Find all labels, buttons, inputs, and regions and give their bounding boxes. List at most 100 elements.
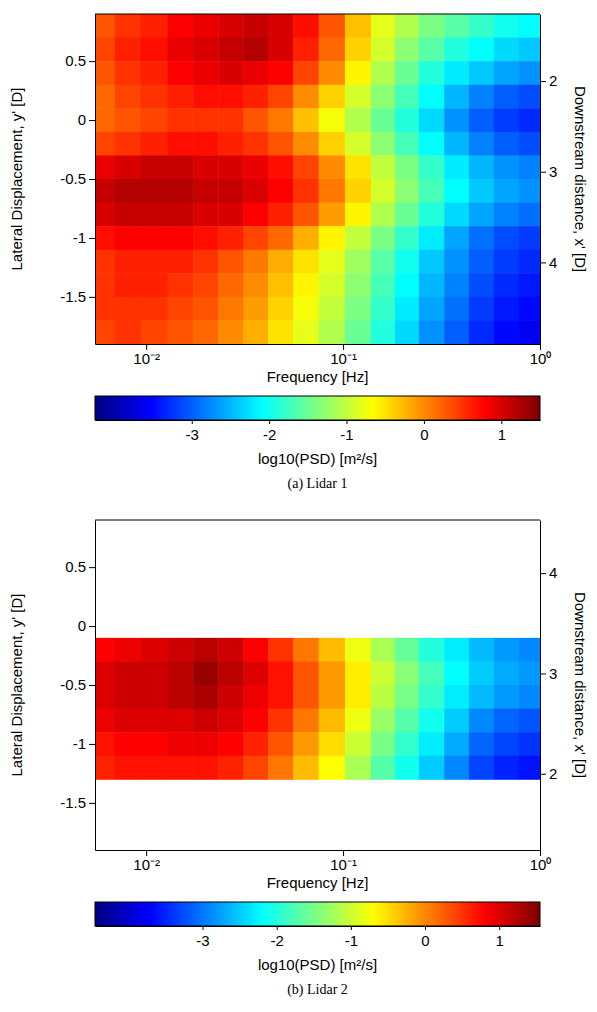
- x-axis-line: [96, 344, 541, 345]
- heatmap-cell: [293, 38, 319, 62]
- heatmap-cell: [141, 685, 168, 709]
- colorbar-tick: -2: [271, 926, 284, 949]
- heatmap-cell: [494, 203, 520, 227]
- heatmap-cell: [345, 638, 372, 662]
- colorbar-tick-label: -2: [271, 932, 284, 949]
- heatmap-cell: [218, 179, 244, 203]
- heatmap-cell: [419, 61, 445, 85]
- y2-axis-line: [540, 521, 541, 851]
- heatmap-cell: [444, 661, 469, 685]
- heatmap-cell: [268, 203, 294, 227]
- colorbar-tick: 0: [420, 420, 428, 443]
- heatmap-cell: [469, 297, 494, 321]
- caption: (a) Lidar 1: [288, 476, 348, 492]
- heatmap-cell: [444, 638, 469, 662]
- heatmap-cell: [268, 320, 294, 344]
- heatmap-cell: [141, 709, 168, 733]
- plot-background: [95, 14, 540, 344]
- heatmap-cell: [193, 61, 219, 85]
- heatmap-cell: [395, 661, 419, 685]
- x-axis-tick: 10⁻¹: [330, 344, 357, 367]
- x-axis-tick: 10⁰: [530, 344, 552, 367]
- heatmap-cell: [193, 203, 219, 227]
- heatmap-cell: [168, 250, 194, 274]
- heatmap-cell: [345, 132, 372, 156]
- heatmap-cell: [268, 250, 294, 274]
- heatmap-cell: [193, 155, 219, 179]
- heatmap-cell: [95, 685, 115, 709]
- panel: 10⁻²10⁻¹10⁰-1.5-1-0.500.5234Frequency [H…: [8, 520, 589, 998]
- heatmap-cell: [293, 226, 319, 250]
- heatmap-cell: [319, 320, 346, 344]
- heatmap-cell: [141, 732, 168, 756]
- heatmap-cell: [141, 203, 168, 227]
- colorbar-tick-mark: [499, 926, 500, 930]
- y-axis-tick: -0.5: [60, 676, 95, 693]
- heatmap-cell: [345, 61, 372, 85]
- heatmap-cell: [419, 709, 445, 733]
- x-axis-tick-label: 10⁻²: [133, 856, 160, 873]
- heatmap-cell: [168, 320, 194, 344]
- heatmap-cell: [168, 273, 194, 297]
- heatmap-cell: [268, 638, 294, 662]
- heatmap-cell: [168, 203, 194, 227]
- heatmap-cell: [193, 685, 219, 709]
- heatmap-cell: [469, 732, 494, 756]
- heatmap-cell: [345, 14, 372, 38]
- x-axis-tick-label: 10⁰: [530, 350, 552, 367]
- frame-top: [95, 520, 540, 521]
- y-axis-tick: 0: [78, 111, 95, 128]
- y-axis-tick-mark: [89, 61, 95, 62]
- heatmap-cell: [444, 320, 469, 344]
- y2-axis-title: Downstream distance, x' [D]: [572, 592, 589, 778]
- heatmap-cell: [371, 756, 395, 780]
- heatmap-cell: [218, 732, 244, 756]
- plot-background: [95, 520, 540, 850]
- heatmap-cell: [293, 132, 319, 156]
- heatmap-cell: [243, 661, 268, 685]
- heatmap-cell: [419, 14, 445, 38]
- heatmap-cell: [519, 661, 540, 685]
- heatmap-cell: [319, 297, 346, 321]
- heatmap-cell: [115, 203, 141, 227]
- heatmap-cell: [95, 38, 115, 62]
- heatmap-cell: [319, 756, 346, 780]
- heatmap-cell: [243, 320, 268, 344]
- heatmap-cell: [494, 155, 520, 179]
- heatmap-cell: [469, 661, 494, 685]
- heatmap-cell: [494, 179, 520, 203]
- heatmap-cell: [494, 756, 520, 780]
- heatmap-cell: [371, 155, 395, 179]
- heatmap-cell: [115, 14, 141, 38]
- heatmap-cell: [218, 709, 244, 733]
- heatmap-cell: [141, 132, 168, 156]
- cells: [95, 638, 540, 780]
- heatmap-cell: [193, 661, 219, 685]
- colorbar-tick-mark: [192, 420, 193, 424]
- y2-axis-tick: 2: [540, 72, 557, 89]
- heatmap-cell: [168, 132, 194, 156]
- heatmap-cell: [319, 132, 346, 156]
- heatmap-cell: [395, 273, 419, 297]
- heatmap-cell: [469, 85, 494, 109]
- heatmap-cell: [193, 709, 219, 733]
- heatmap-cell: [519, 14, 540, 38]
- heatmap-cell: [193, 14, 219, 38]
- colorbar-tick-mark: [351, 926, 352, 930]
- heatmap-cell: [345, 226, 372, 250]
- heatmap-cell: [345, 685, 372, 709]
- heatmap-cell: [293, 732, 319, 756]
- y2-axis-tick-mark: [540, 172, 546, 173]
- heatmap-cell: [243, 179, 268, 203]
- heatmap-cell: [469, 226, 494, 250]
- heatmap-cell: [469, 203, 494, 227]
- heatmap-cell: [268, 85, 294, 109]
- colorbar-tick: -2: [263, 420, 276, 443]
- heatmap-cell: [469, 638, 494, 662]
- heatmap-cell: [95, 320, 115, 344]
- y2-axis-tick-mark: [540, 774, 546, 775]
- heatmap-cell: [395, 155, 419, 179]
- heatmap-cell: [444, 132, 469, 156]
- heatmap-cell: [345, 38, 372, 62]
- colorbar-tick: 1: [496, 926, 504, 949]
